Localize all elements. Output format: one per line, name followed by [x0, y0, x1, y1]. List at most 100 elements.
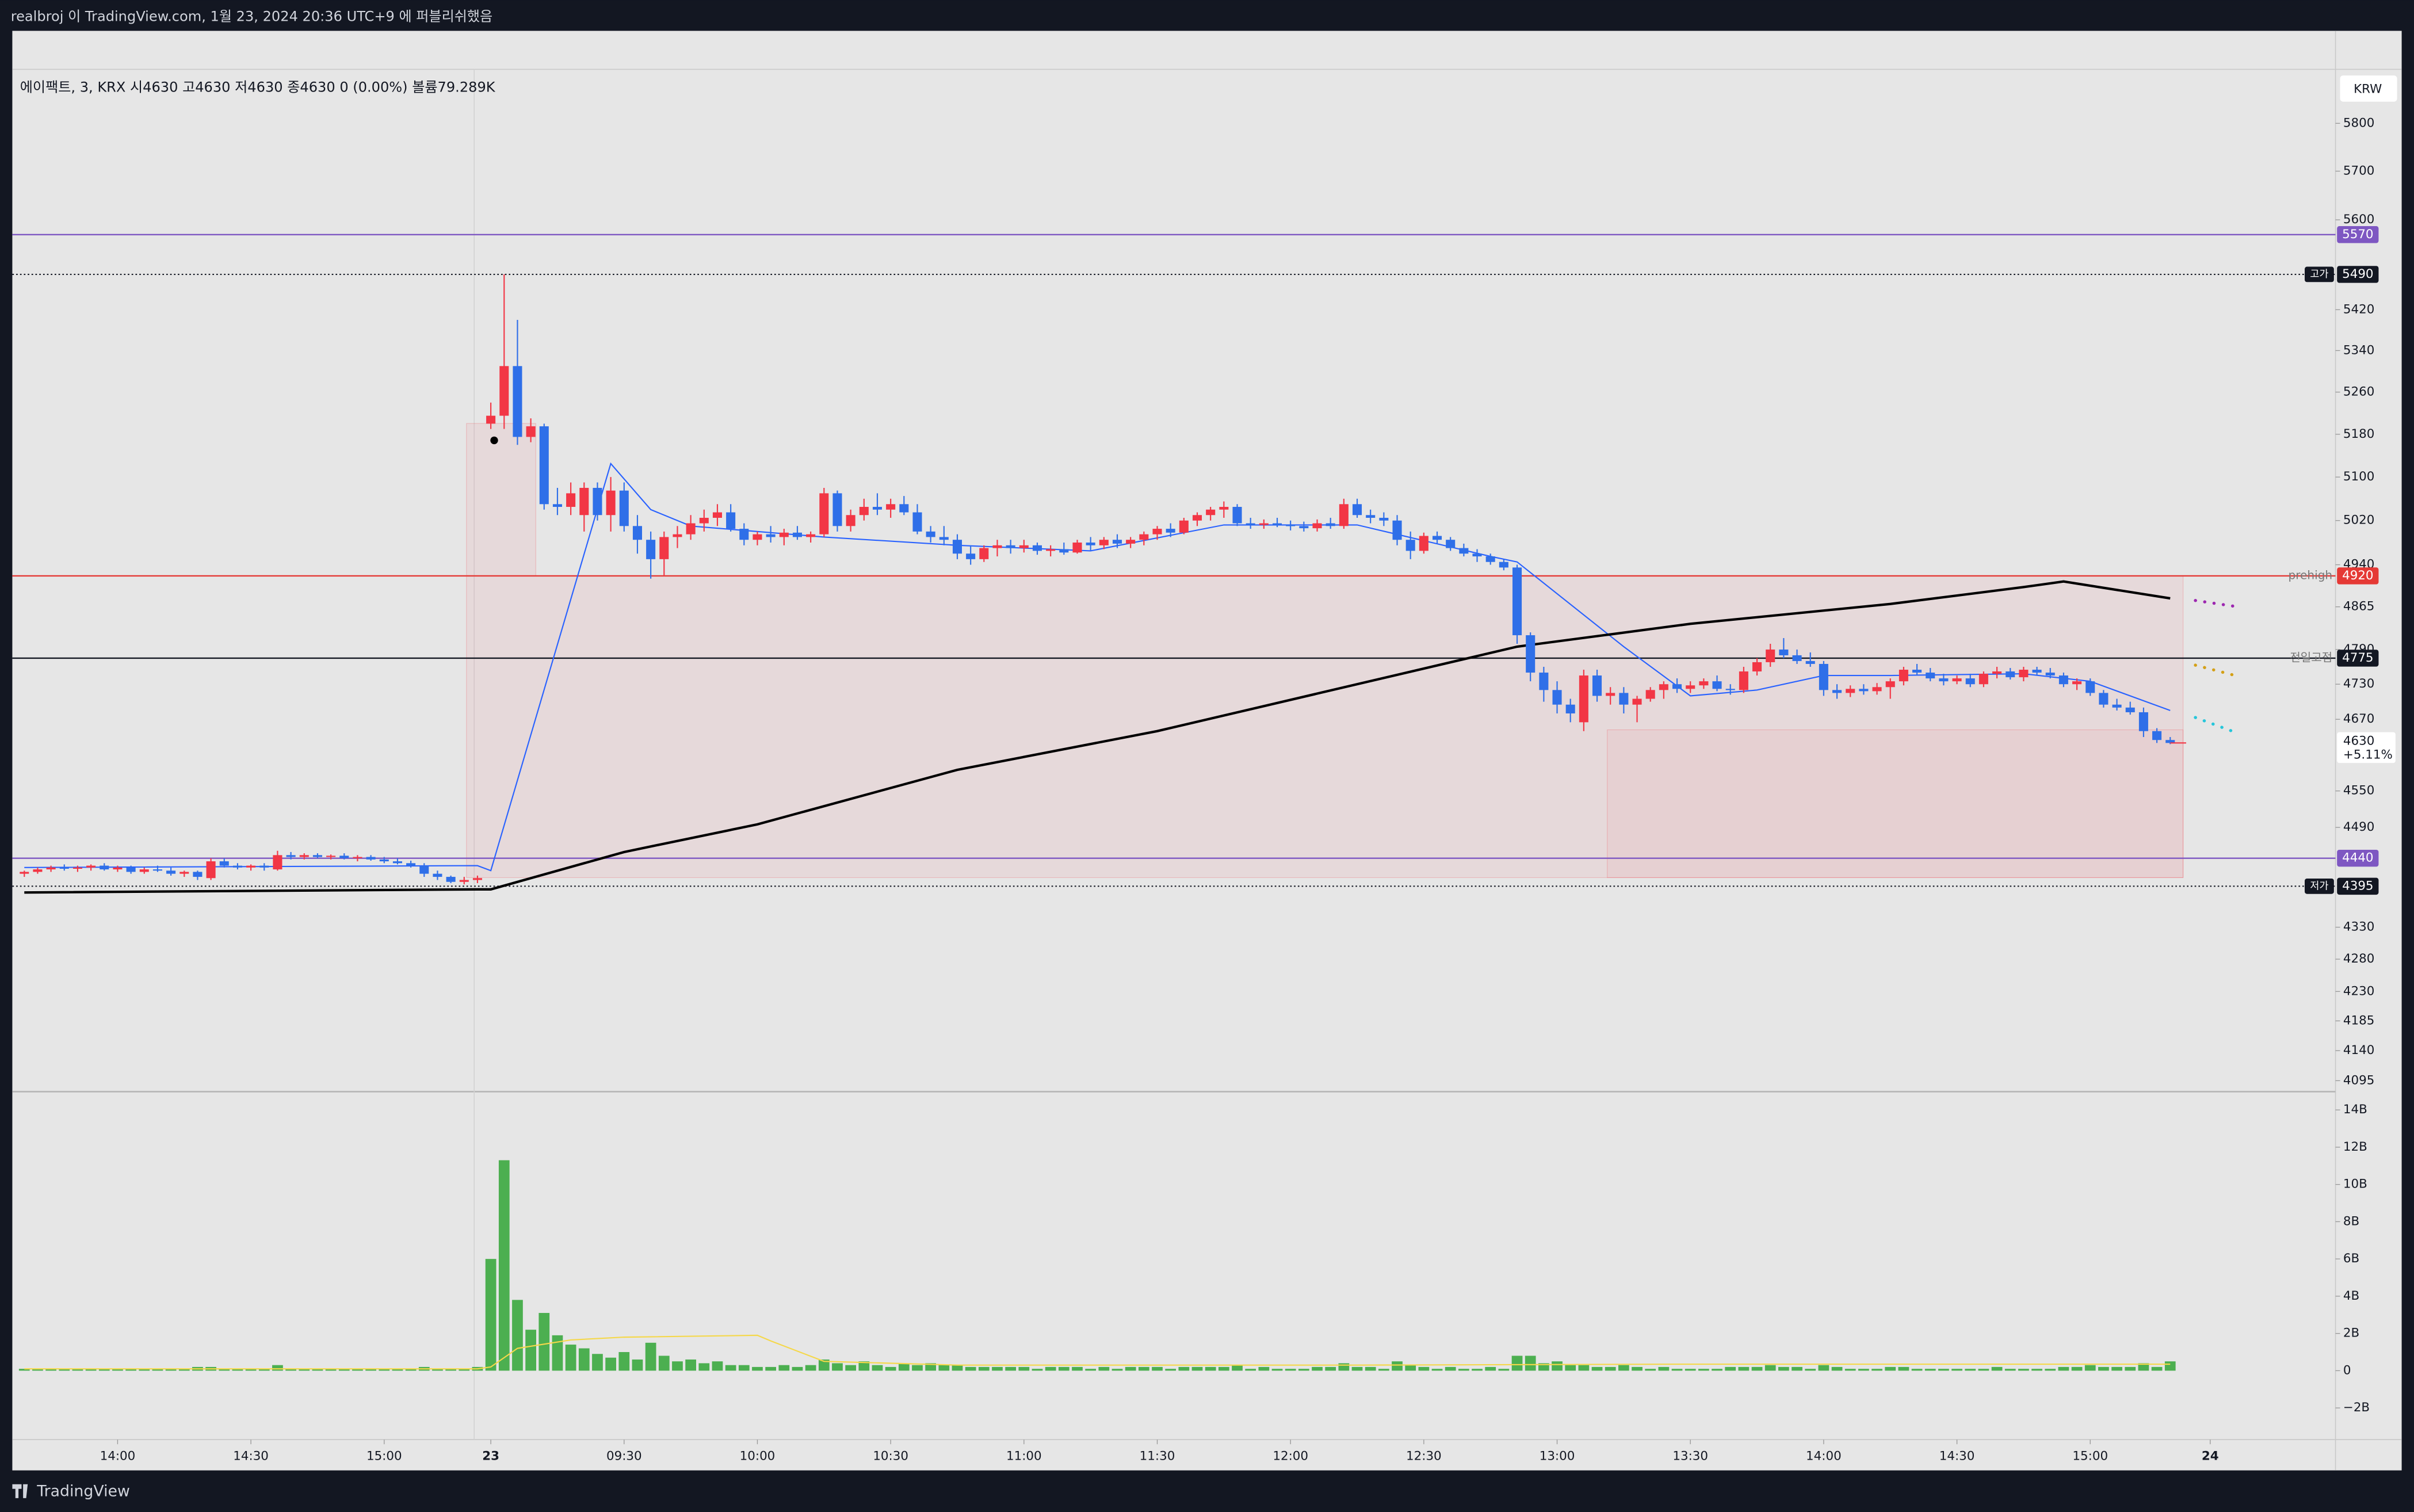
candle-body	[926, 531, 935, 537]
candle-body	[712, 512, 723, 518]
volume-bar	[1205, 1366, 1216, 1371]
candle-body	[1752, 662, 1762, 672]
y-tick-label: 5020	[2343, 513, 2374, 528]
volume-bar	[459, 1369, 470, 1371]
candle-body	[1446, 540, 1456, 548]
y-tick-label: 4865	[2343, 600, 2374, 614]
candle-body	[113, 867, 123, 870]
candle-body	[152, 869, 162, 871]
candle-body	[206, 861, 216, 879]
level-price: 4395	[2342, 879, 2373, 893]
volume-bar	[818, 1359, 830, 1371]
candle-body	[1992, 671, 2002, 674]
volume-bar	[2164, 1361, 2176, 1371]
volume-bar	[1844, 1369, 1856, 1371]
candle-body	[1059, 549, 1069, 553]
volume-bar	[1085, 1369, 1097, 1371]
x-tick-label: 11:00	[1006, 1449, 1042, 1464]
marker-dot	[490, 436, 498, 445]
volume-bar	[285, 1369, 296, 1371]
candle-body	[1832, 690, 1842, 693]
level-price-box	[2337, 266, 2379, 283]
currency[interactable]: KRW	[2354, 82, 2382, 96]
candle-body	[1725, 689, 1735, 690]
volume-bar	[1764, 1365, 1776, 1371]
volume-bar	[98, 1369, 110, 1371]
volume-tick-label: 12B	[2343, 1140, 2367, 1154]
candle-body	[379, 859, 389, 862]
volume-bar	[1485, 1366, 1496, 1371]
volume-bar	[45, 1369, 56, 1371]
y-tick-label: 5700	[2343, 163, 2374, 178]
volume-bar	[1698, 1369, 1709, 1371]
volume-bar	[978, 1366, 990, 1371]
candle-body	[1272, 523, 1282, 525]
volume-bar	[2045, 1369, 2056, 1371]
candle-body	[1499, 562, 1508, 568]
volume-bar	[2138, 1363, 2149, 1371]
level-price-box	[2337, 567, 2379, 585]
volume-bar	[219, 1369, 230, 1371]
x-tick-label: 12:30	[1406, 1449, 1442, 1464]
candle-body	[446, 877, 456, 882]
candle-body	[1472, 553, 1482, 557]
y-tick-label: 4095	[2343, 1073, 2374, 1087]
volume-bar	[1618, 1365, 1629, 1371]
candle-body	[1326, 523, 1335, 526]
currency-button[interactable]	[2340, 75, 2397, 102]
y-tick-label: 5420	[2343, 302, 2374, 316]
volume-bar	[698, 1363, 710, 1371]
x-tick-label: 12:00	[1273, 1449, 1308, 1464]
candle-body	[2138, 712, 2148, 731]
volume-bar	[525, 1330, 536, 1371]
volume-bar	[912, 1365, 923, 1371]
x-tick-label: 09:30	[606, 1449, 642, 1464]
volume-bar	[152, 1369, 163, 1371]
candle-body	[1805, 660, 1815, 664]
volume-bar	[778, 1365, 790, 1371]
volume-bar	[885, 1366, 896, 1371]
volume-bar	[1111, 1369, 1123, 1371]
x-tick-label: 14:00	[1806, 1449, 1842, 1464]
y-tick-label: 4490	[2343, 820, 2374, 834]
volume-bar	[805, 1365, 816, 1371]
candle-body	[2032, 670, 2042, 673]
volume-bar	[605, 1357, 616, 1371]
candle-body	[2019, 670, 2029, 678]
candle-body	[179, 872, 189, 874]
level-name: 전일고점	[2290, 650, 2332, 664]
level-price-box	[2337, 877, 2379, 895]
level-price: 5490	[2342, 267, 2373, 281]
candle-body	[1552, 690, 1562, 705]
volume-bar	[1392, 1361, 1403, 1371]
candle-body	[1072, 542, 1082, 553]
volume-bar	[485, 1259, 496, 1371]
candle-body	[1019, 545, 1029, 548]
volume-bar	[1885, 1366, 1896, 1371]
volume-bar	[85, 1369, 97, 1371]
volume-bar	[1018, 1366, 1030, 1371]
volume-bar	[2084, 1365, 2096, 1371]
candle-body	[792, 532, 803, 537]
volume-bar	[1645, 1369, 1656, 1371]
volume-bar	[379, 1369, 390, 1371]
y-tick-label: 4140	[2343, 1043, 2374, 1057]
y-tick-label: 5340	[2343, 343, 2374, 357]
candle-body	[1512, 567, 1522, 636]
volume-bar	[1058, 1366, 1070, 1371]
level-price: 5570	[2342, 227, 2373, 242]
volume-bar	[178, 1369, 190, 1371]
volume-bar	[139, 1369, 150, 1371]
level-name: 저가	[2310, 880, 2328, 892]
candle-body	[1006, 545, 1015, 548]
volume-bar	[1671, 1369, 1683, 1371]
candle-body	[966, 553, 976, 559]
volume-bar	[1178, 1366, 1190, 1371]
candle-body	[486, 415, 496, 424]
candle-body	[766, 534, 776, 537]
candle-body	[832, 493, 842, 526]
y-tick-label: 4185	[2343, 1013, 2374, 1028]
volume-bar	[1245, 1369, 1256, 1371]
gap-boxes	[466, 423, 2184, 878]
candle-body	[952, 540, 962, 554]
